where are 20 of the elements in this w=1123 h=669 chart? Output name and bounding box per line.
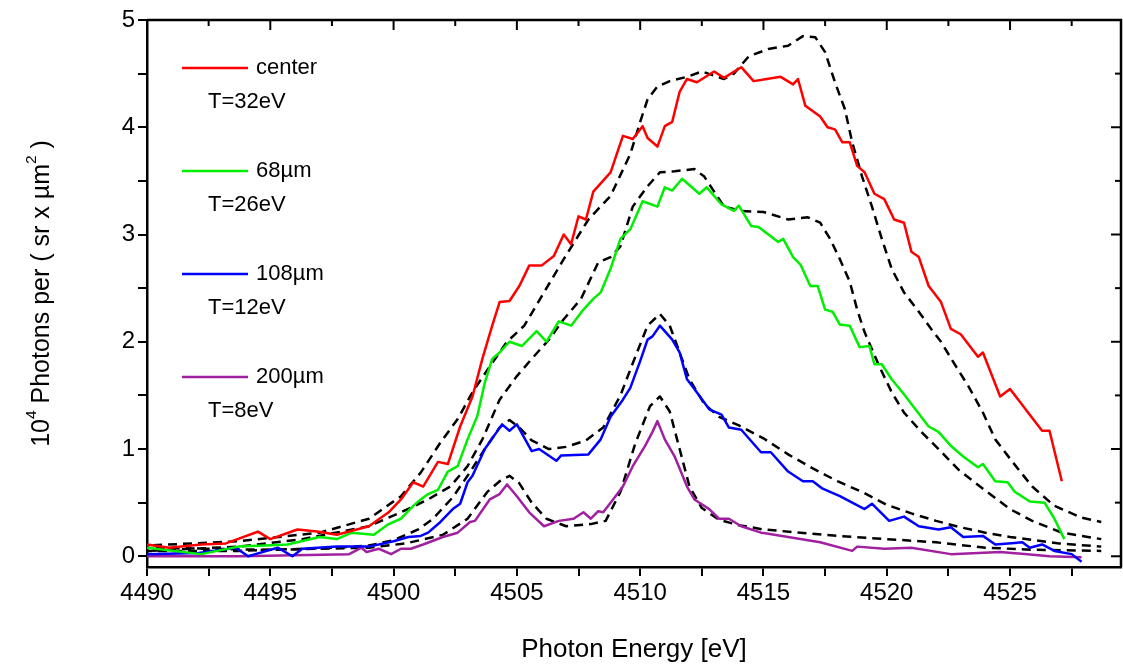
y-axis-title: 104 Photons per ( sr x µm2 ) (21, 140, 54, 447)
x-tick-label: 4490 (120, 578, 174, 606)
y-tick-label: 5 (121, 4, 135, 32)
legend-label: 108µm T=12eV (208, 260, 324, 320)
x-tick-label: 4495 (243, 578, 297, 606)
x-tick-label: 4520 (860, 578, 914, 606)
x-tick-label: 4500 (366, 578, 421, 606)
y-tick-label: 1 (121, 433, 135, 461)
y-tick-label: 3 (121, 219, 135, 247)
y-tick-label: 4 (121, 111, 135, 139)
y-tick-label: 2 (121, 326, 135, 354)
legend-label: 68µm T=26eV (208, 157, 312, 217)
x-axis-title: Photon Energy [eV] (521, 632, 747, 663)
x-tick-label: 4515 (736, 578, 791, 606)
legend-label: 200µm T=8eV (208, 363, 324, 423)
x-tick-label: 4505 (490, 578, 544, 606)
x-tick-label: 4510 (613, 578, 667, 606)
y-tick-label: 0 (121, 540, 135, 568)
x-tick-label: 4525 (983, 578, 1037, 606)
legend-label: center T=32eV (208, 54, 318, 114)
